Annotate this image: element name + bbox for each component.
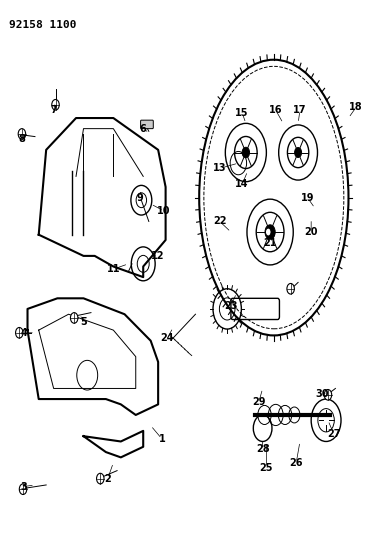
Text: 22: 22 [213,216,226,227]
Circle shape [70,313,78,323]
Circle shape [18,128,26,139]
Text: 26: 26 [290,458,303,467]
Text: 30: 30 [315,389,329,399]
Text: 24: 24 [161,333,174,343]
Text: 10: 10 [157,206,170,216]
Text: 1: 1 [159,434,165,444]
Text: 8: 8 [18,134,25,144]
Text: 11: 11 [107,264,120,274]
Circle shape [52,100,59,110]
Text: 2: 2 [105,474,111,483]
Circle shape [15,327,23,338]
Text: 18: 18 [349,102,363,112]
Text: 17: 17 [293,105,307,115]
Circle shape [265,228,271,236]
Text: 9: 9 [136,192,143,203]
Text: 28: 28 [256,445,270,455]
Text: 13: 13 [213,164,226,173]
Text: 4: 4 [20,328,27,338]
Circle shape [295,148,302,157]
Text: 6: 6 [140,124,147,134]
Text: 16: 16 [269,105,282,115]
Text: 29: 29 [252,397,266,407]
Text: 21: 21 [263,238,277,248]
Circle shape [19,484,27,495]
Text: 7: 7 [50,105,57,115]
Text: 12: 12 [152,251,165,261]
Text: 5: 5 [80,317,87,327]
Text: 3: 3 [20,481,27,491]
Text: 27: 27 [327,429,340,439]
Text: 92158 1100: 92158 1100 [9,20,76,30]
Text: 14: 14 [235,179,249,189]
Circle shape [97,473,104,484]
Circle shape [287,284,294,294]
Text: 19: 19 [301,192,314,203]
Text: 23: 23 [224,301,238,311]
Text: 25: 25 [259,463,273,473]
Text: 20: 20 [305,227,318,237]
FancyBboxPatch shape [141,120,153,128]
Text: 15: 15 [235,108,249,118]
Circle shape [324,390,332,400]
Circle shape [265,225,275,239]
Circle shape [242,147,250,158]
